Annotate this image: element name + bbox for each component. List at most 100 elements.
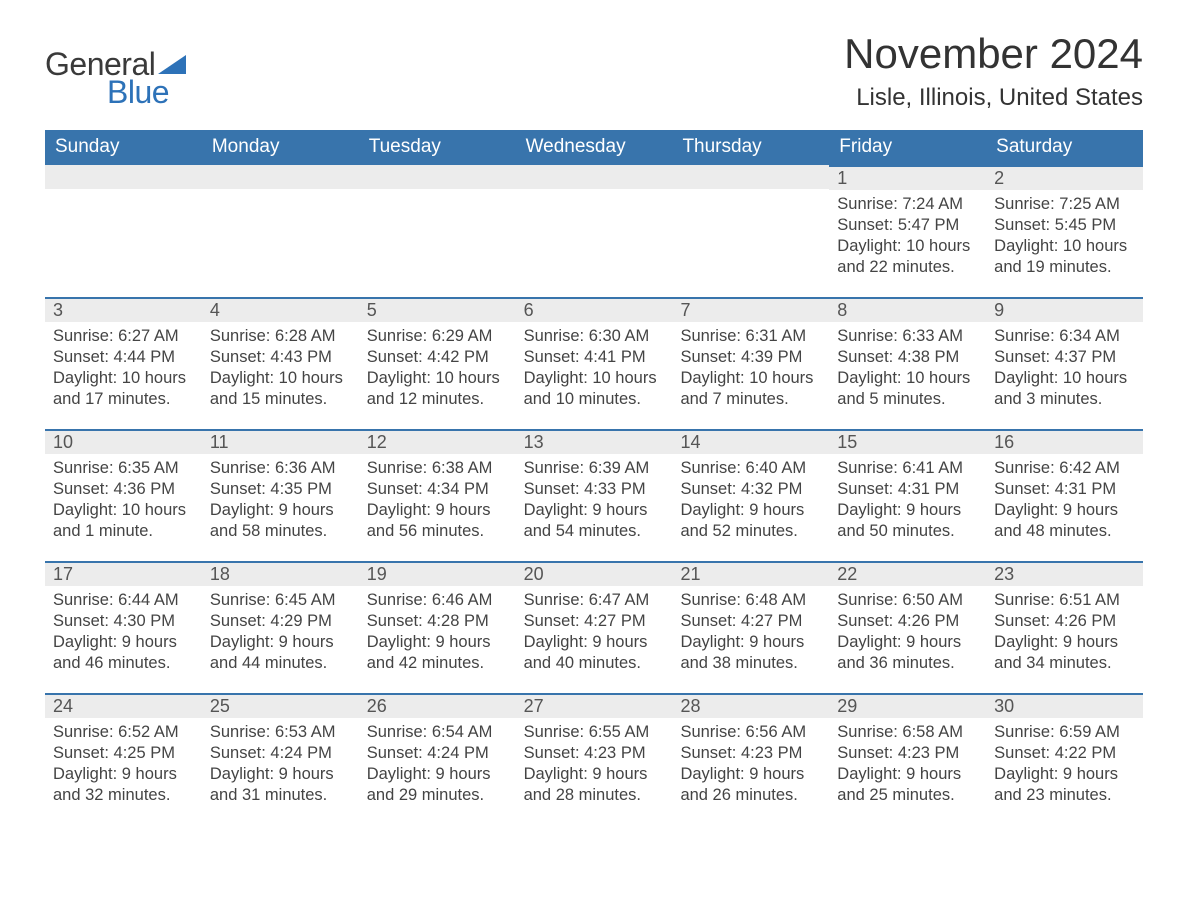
day-number: 26	[359, 693, 516, 718]
day-cell: 20Sunrise: 6:47 AMSunset: 4:27 PMDayligh…	[516, 561, 673, 693]
sunset-line: Sunset: 4:31 PM	[837, 479, 978, 500]
daylight-line: Daylight: 9 hours and 29 minutes.	[367, 764, 508, 806]
sunset-line: Sunset: 4:36 PM	[53, 479, 194, 500]
day-details: Sunrise: 6:42 AMSunset: 4:31 PMDaylight:…	[986, 458, 1143, 542]
daylight-line: Daylight: 9 hours and 36 minutes.	[837, 632, 978, 674]
sunrise-line: Sunrise: 6:41 AM	[837, 458, 978, 479]
day-cell: 23 Sunrise: 6:51 AMSunset: 4:26 PMDayligh…	[986, 561, 1143, 693]
daylight-line: Daylight: 9 hours and 25 minutes.	[837, 764, 978, 806]
sunset-line: Sunset: 4:35 PM	[210, 479, 351, 500]
sunrise-line: Sunrise: 6:36 AM	[210, 458, 351, 479]
sunset-line: Sunset: 4:42 PM	[367, 347, 508, 368]
day-number: 17	[45, 561, 202, 586]
day-cell: 30 Sunrise: 6:59 AMSunset: 4:22 PMDayligh…	[986, 693, 1143, 825]
daylight-line: Daylight: 10 hours and 10 minutes.	[524, 368, 665, 410]
sunset-line: Sunset: 4:30 PM	[53, 611, 194, 632]
day-details: Sunrise: 6:31 AMSunset: 4:39 PMDaylight:…	[672, 326, 829, 410]
sunrise-line: Sunrise: 6:54 AM	[367, 722, 508, 743]
sunset-line: Sunset: 4:41 PM	[524, 347, 665, 368]
daylight-line: Daylight: 9 hours and 32 minutes.	[53, 764, 194, 806]
day-cell: 19Sunrise: 6:46 AMSunset: 4:28 PMDayligh…	[359, 561, 516, 693]
weekday-header: Monday	[202, 130, 359, 165]
day-number: 2	[986, 165, 1143, 190]
sunset-line: Sunset: 4:23 PM	[524, 743, 665, 764]
daylight-line: Daylight: 9 hours and 44 minutes.	[210, 632, 351, 674]
day-details: Sunrise: 6:48 AMSunset: 4:27 PMDaylight:…	[672, 590, 829, 674]
day-number: 12	[359, 429, 516, 454]
day-cell: 6 Sunrise: 6:30 AMSunset: 4:41 PMDaylight…	[516, 297, 673, 429]
day-number: 14	[672, 429, 829, 454]
day-details: Sunrise: 6:58 AMSunset: 4:23 PMDaylight:…	[829, 722, 986, 806]
day-details: Sunrise: 6:38 AMSunset: 4:34 PMDaylight:…	[359, 458, 516, 542]
sunset-line: Sunset: 4:33 PM	[524, 479, 665, 500]
daylight-line: Daylight: 10 hours and 22 minutes.	[837, 236, 978, 278]
sunset-line: Sunset: 4:23 PM	[680, 743, 821, 764]
day-cell: 10Sunrise: 6:35 AMSunset: 4:36 PMDayligh…	[45, 429, 202, 561]
week-row: 17Sunrise: 6:44 AMSunset: 4:30 PMDayligh…	[45, 561, 1143, 693]
day-number: 6	[516, 297, 673, 322]
sunrise-line: Sunrise: 7:24 AM	[837, 194, 978, 215]
day-number: 5	[359, 297, 516, 322]
day-details: Sunrise: 6:41 AMSunset: 4:31 PMDaylight:…	[829, 458, 986, 542]
day-number: 13	[516, 429, 673, 454]
day-details: Sunrise: 6:34 AMSunset: 4:37 PMDaylight:…	[986, 326, 1143, 410]
day-details: Sunrise: 7:25 AMSunset: 5:45 PMDaylight:…	[986, 194, 1143, 278]
day-number: 20	[516, 561, 673, 586]
sunset-line: Sunset: 4:27 PM	[524, 611, 665, 632]
day-number: 25	[202, 693, 359, 718]
week-row: 10Sunrise: 6:35 AMSunset: 4:36 PMDayligh…	[45, 429, 1143, 561]
day-details: Sunrise: 7:24 AMSunset: 5:47 PMDaylight:…	[829, 194, 986, 278]
day-cell: 25Sunrise: 6:53 AMSunset: 4:24 PMDayligh…	[202, 693, 359, 825]
sunrise-line: Sunrise: 6:51 AM	[994, 590, 1135, 611]
day-number: 8	[829, 297, 986, 322]
day-number: 3	[45, 297, 202, 322]
daylight-line: Daylight: 9 hours and 34 minutes.	[994, 632, 1135, 674]
sunrise-line: Sunrise: 6:30 AM	[524, 326, 665, 347]
sunrise-line: Sunrise: 6:47 AM	[524, 590, 665, 611]
day-cell: 15Sunrise: 6:41 AMSunset: 4:31 PMDayligh…	[829, 429, 986, 561]
daylight-line: Daylight: 9 hours and 46 minutes.	[53, 632, 194, 674]
day-number: 18	[202, 561, 359, 586]
week-row: 1Sunrise: 7:24 AMSunset: 5:47 PMDaylight…	[45, 165, 1143, 297]
day-details: Sunrise: 6:33 AMSunset: 4:38 PMDaylight:…	[829, 326, 986, 410]
day-number: 22	[829, 561, 986, 586]
daylight-line: Daylight: 9 hours and 50 minutes.	[837, 500, 978, 542]
sunset-line: Sunset: 4:24 PM	[210, 743, 351, 764]
sunrise-line: Sunrise: 6:35 AM	[53, 458, 194, 479]
sunrise-line: Sunrise: 6:28 AM	[210, 326, 351, 347]
sunrise-line: Sunrise: 6:42 AM	[994, 458, 1135, 479]
daylight-line: Daylight: 9 hours and 28 minutes.	[524, 764, 665, 806]
weekday-header: Saturday	[986, 130, 1143, 165]
day-cell: 2 Sunrise: 7:25 AMSunset: 5:45 PMDaylight…	[986, 165, 1143, 297]
day-number: 30	[986, 693, 1143, 718]
sunset-line: Sunset: 4:39 PM	[680, 347, 821, 368]
day-cell: 24Sunrise: 6:52 AMSunset: 4:25 PMDayligh…	[45, 693, 202, 825]
weekday-header: Tuesday	[359, 130, 516, 165]
empty-day-bar	[359, 165, 516, 189]
sunset-line: Sunset: 4:37 PM	[994, 347, 1135, 368]
day-details: Sunrise: 6:59 AMSunset: 4:22 PMDaylight:…	[986, 722, 1143, 806]
daylight-line: Daylight: 9 hours and 52 minutes.	[680, 500, 821, 542]
empty-day-cell	[516, 165, 673, 297]
sunset-line: Sunset: 4:26 PM	[994, 611, 1135, 632]
sunrise-line: Sunrise: 6:40 AM	[680, 458, 821, 479]
empty-day-bar	[672, 165, 829, 189]
sunrise-line: Sunrise: 6:27 AM	[53, 326, 194, 347]
week-row: 3Sunrise: 6:27 AMSunset: 4:44 PMDaylight…	[45, 297, 1143, 429]
day-cell: 12 Sunrise: 6:38 AMSunset: 4:34 PMDayligh…	[359, 429, 516, 561]
day-cell: 5Sunrise: 6:29 AMSunset: 4:42 PMDaylight…	[359, 297, 516, 429]
day-cell: 28Sunrise: 6:56 AMSunset: 4:23 PMDayligh…	[672, 693, 829, 825]
sunset-line: Sunset: 4:32 PM	[680, 479, 821, 500]
daylight-line: Daylight: 9 hours and 54 minutes.	[524, 500, 665, 542]
sunrise-line: Sunrise: 6:29 AM	[367, 326, 508, 347]
logo-word-2: Blue	[107, 76, 187, 108]
daylight-line: Daylight: 10 hours and 19 minutes.	[994, 236, 1135, 278]
day-details: Sunrise: 6:51 AMSunset: 4:26 PMDaylight:…	[986, 590, 1143, 674]
daylight-line: Daylight: 10 hours and 5 minutes.	[837, 368, 978, 410]
day-number: 23	[986, 561, 1143, 586]
day-cell: 8 Sunrise: 6:33 AMSunset: 4:38 PMDaylight…	[829, 297, 986, 429]
page-title: November 2024	[844, 30, 1143, 78]
week-row: 24Sunrise: 6:52 AMSunset: 4:25 PMDayligh…	[45, 693, 1143, 825]
sunset-line: Sunset: 4:31 PM	[994, 479, 1135, 500]
sunrise-line: Sunrise: 6:31 AM	[680, 326, 821, 347]
